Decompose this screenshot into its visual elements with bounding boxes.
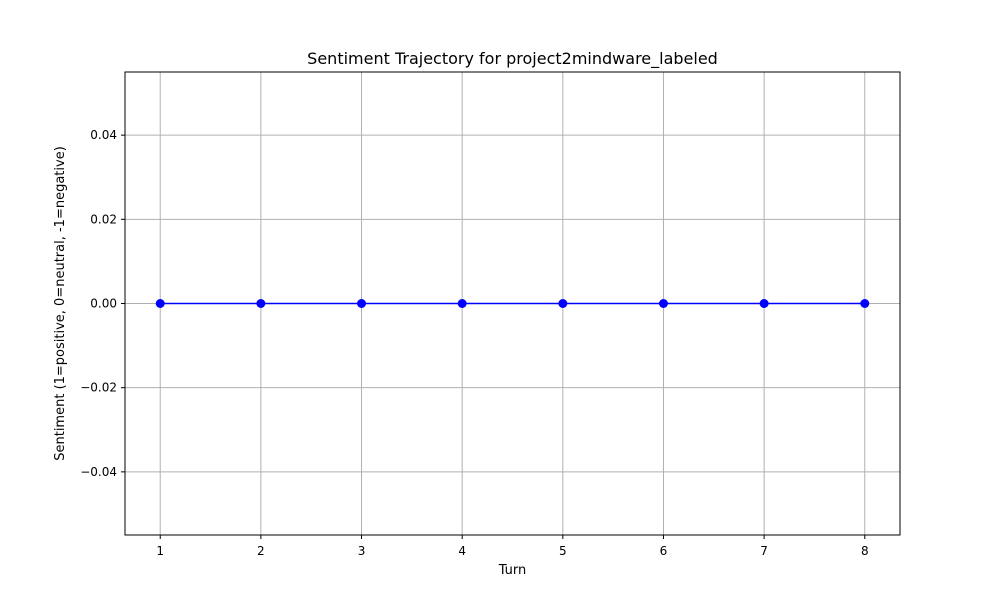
data-point xyxy=(357,299,367,308)
y-tick-label: 0.02 xyxy=(90,212,117,226)
x-tick-label: 7 xyxy=(760,544,768,558)
x-axis-label: Turn xyxy=(498,563,527,578)
x-tick-label: 6 xyxy=(660,544,668,558)
series-layer xyxy=(155,299,870,308)
data-point xyxy=(457,299,467,308)
axis-ticks: 1 2 3 4 5 6 7 8 −0.04 −0.02 0.00 0.02 0.04 xyxy=(80,128,868,558)
data-point xyxy=(658,299,668,308)
y-tick-label: 0.04 xyxy=(90,128,117,142)
y-tick-label: −0.04 xyxy=(80,465,117,479)
chart-title: Sentiment Trajectory for project2mindwar… xyxy=(307,49,718,69)
x-tick-label: 4 xyxy=(458,544,466,558)
y-tick-label: −0.02 xyxy=(80,381,117,395)
x-tick-label: 5 xyxy=(559,544,567,558)
x-tick-label: 2 xyxy=(257,544,265,558)
plot-area-frame xyxy=(124,71,901,536)
y-tick-label: 0.00 xyxy=(90,297,117,311)
x-tick-label: 3 xyxy=(358,544,366,558)
x-tick-label: 8 xyxy=(861,544,869,558)
data-point xyxy=(860,299,870,308)
data-point xyxy=(558,299,568,308)
data-point xyxy=(256,299,266,308)
y-axis-label: Sentiment (1=positive, 0=neutral, -1=neg… xyxy=(53,146,68,461)
data-point xyxy=(155,299,165,308)
data-point xyxy=(759,299,769,308)
x-tick-label: 1 xyxy=(156,544,164,558)
